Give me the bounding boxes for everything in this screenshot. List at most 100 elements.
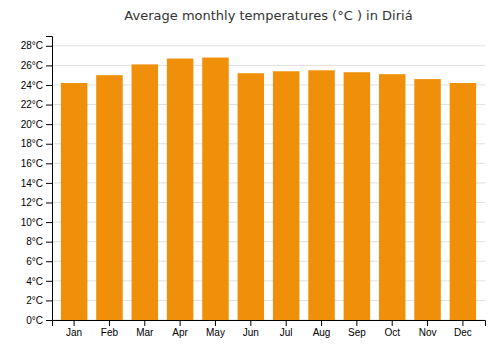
x-tick-mark: [74, 320, 75, 326]
grid-line: [52, 45, 485, 46]
y-tick-label: 4°C: [26, 276, 43, 287]
bar: [167, 59, 194, 320]
y-tick-label: 24°C: [21, 80, 43, 91]
y-tick: 8°C: [26, 236, 52, 247]
x-tick: Apr: [172, 320, 188, 338]
y-tick: 20°C: [21, 119, 52, 130]
x-axis: Jan Feb Mar Apr May Jun Jul Aug Sep Oct Nov Dec: [53, 320, 486, 338]
bar: [96, 75, 123, 320]
y-tick: 22°C: [21, 99, 52, 110]
x-tick-label: Aug: [313, 327, 331, 338]
x-tick-label: Oct: [384, 327, 400, 338]
y-tick-mark: [46, 320, 52, 321]
x-tick: Jan: [66, 320, 82, 338]
y-tick-mark: [46, 202, 52, 203]
y-tick-label: 14°C: [21, 178, 43, 189]
y-tick: 2°C: [26, 295, 52, 306]
chart: Jan Feb Mar Apr May Jun Jul Aug Sep Oct Nov Dec 0°C 2…: [0, 0, 500, 350]
x-tick-label: Nov: [419, 327, 437, 338]
bar: [273, 71, 300, 320]
x-tick: Jul: [280, 320, 293, 338]
x-tick-label: Dec: [454, 327, 472, 338]
y-tick: 16°C: [21, 158, 52, 169]
x-tick-mark: [250, 320, 251, 326]
x-tick-mark: [180, 320, 181, 326]
y-tick-mark: [46, 261, 52, 262]
plot: Jan Feb Mar Apr May Jun Jul Aug Sep Oct Nov Dec 0°C 2…: [21, 37, 486, 339]
x-tick-mark: [392, 320, 393, 326]
bar: [238, 73, 265, 320]
x-tick: Aug: [313, 320, 331, 338]
y-tick-label: 12°C: [21, 197, 43, 208]
x-tick-label: Jan: [66, 327, 82, 338]
x-tick: Dec: [454, 320, 472, 338]
bar: [61, 83, 88, 320]
x-tick-label: Mar: [136, 327, 154, 338]
x-tick: Feb: [101, 320, 119, 338]
x-tick-label: Sep: [348, 327, 366, 338]
x-axis-line: [53, 321, 486, 327]
x-tick-label: May: [206, 327, 225, 338]
x-tick-label: Apr: [172, 327, 188, 338]
x-tick: Mar: [136, 320, 154, 338]
y-tick-label: 18°C: [21, 138, 43, 149]
y-tick-label: 22°C: [21, 99, 43, 110]
x-tick-label: Jul: [280, 327, 293, 338]
y-tick-mark: [46, 85, 52, 86]
x-tick-mark: [462, 320, 463, 326]
bar: [414, 79, 441, 320]
grid-line: [52, 65, 485, 66]
y-tick-mark: [46, 183, 52, 184]
y-axis-line: [46, 37, 53, 321]
x-tick-mark: [286, 320, 287, 326]
bar: [379, 74, 406, 320]
y-tick-label: 2°C: [26, 295, 43, 306]
y-tick: 0°C: [26, 315, 52, 326]
bar: [344, 72, 371, 320]
y-tick: 10°C: [21, 217, 52, 228]
x-tick-mark: [427, 320, 428, 326]
y-tick-label: 20°C: [21, 119, 43, 130]
bar: [450, 83, 477, 320]
x-tick: Nov: [419, 320, 437, 338]
y-tick-mark: [46, 163, 52, 164]
grid: [52, 46, 485, 320]
y-tick-mark: [46, 105, 52, 106]
x-tick: Jun: [243, 320, 259, 338]
x-tick-mark: [215, 320, 216, 326]
y-tick-label: 0°C: [26, 315, 43, 326]
y-tick-label: 26°C: [21, 60, 43, 71]
x-tick-label: Jun: [243, 327, 259, 338]
bars: [61, 58, 476, 320]
bar: [132, 64, 159, 320]
y-tick: 12°C: [21, 197, 52, 208]
y-tick-label: 16°C: [21, 158, 43, 169]
x-tick: Oct: [384, 320, 400, 338]
y-tick-mark: [46, 242, 52, 243]
y-axis: 0°C 2°C 4°C 6°C 8°C 10°C 12°C 14°C 16°C 18°C 20°C 2…: [21, 37, 53, 326]
y-tick-mark: [46, 144, 52, 145]
y-tick-mark: [46, 281, 52, 282]
x-tick-mark: [144, 320, 145, 326]
y-tick-mark: [46, 124, 52, 125]
y-tick: 4°C: [26, 276, 52, 287]
y-tick-mark: [46, 300, 52, 301]
bar: [308, 70, 335, 320]
y-tick: 24°C: [21, 80, 52, 91]
y-tick-label: 10°C: [21, 217, 43, 228]
y-tick-mark: [46, 46, 52, 47]
bar: [202, 58, 229, 320]
x-tick-label: Feb: [101, 327, 119, 338]
x-tick-mark: [321, 320, 322, 326]
y-tick: 26°C: [21, 60, 52, 71]
title: Average monthly temperatures (°C ) in Di…: [124, 8, 412, 23]
y-tick: 14°C: [21, 178, 52, 189]
y-tick-label: 6°C: [26, 256, 43, 267]
x-tick-mark: [109, 320, 110, 326]
y-tick: 28°C: [21, 40, 52, 51]
y-tick-label: 8°C: [26, 236, 43, 247]
x-tick: May: [206, 320, 225, 338]
y-tick-mark: [46, 222, 52, 223]
y-tick-label: 28°C: [21, 40, 43, 51]
y-tick: 6°C: [26, 256, 52, 267]
